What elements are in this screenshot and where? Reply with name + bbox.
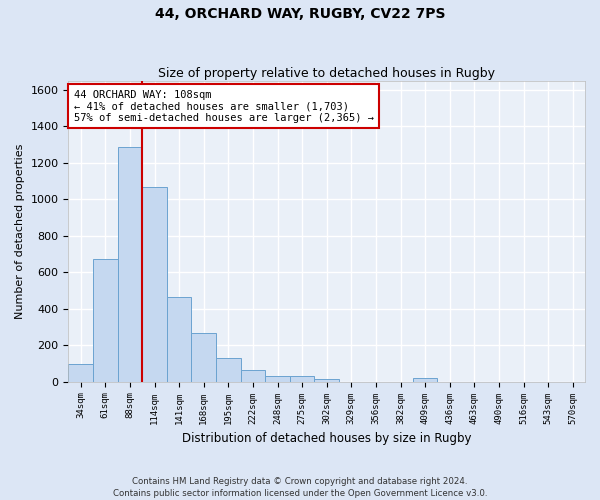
Text: Contains HM Land Registry data © Crown copyright and database right 2024.
Contai: Contains HM Land Registry data © Crown c… — [113, 476, 487, 498]
Bar — [167, 297, 191, 382]
Title: Size of property relative to detached houses in Rugby: Size of property relative to detached ho… — [158, 66, 495, 80]
Bar — [413, 378, 437, 382]
Text: 44 ORCHARD WAY: 108sqm
← 41% of detached houses are smaller (1,703)
57% of semi-: 44 ORCHARD WAY: 108sqm ← 41% of detached… — [74, 90, 374, 123]
Bar — [314, 379, 339, 382]
Bar — [216, 358, 241, 382]
Bar — [118, 148, 142, 382]
Y-axis label: Number of detached properties: Number of detached properties — [15, 144, 25, 319]
Bar — [68, 364, 93, 382]
Bar — [290, 376, 314, 382]
Bar — [191, 334, 216, 382]
Text: 44, ORCHARD WAY, RUGBY, CV22 7PS: 44, ORCHARD WAY, RUGBY, CV22 7PS — [155, 8, 445, 22]
X-axis label: Distribution of detached houses by size in Rugby: Distribution of detached houses by size … — [182, 432, 472, 445]
Bar — [241, 370, 265, 382]
Bar — [93, 260, 118, 382]
Bar — [142, 188, 167, 382]
Bar — [265, 376, 290, 382]
